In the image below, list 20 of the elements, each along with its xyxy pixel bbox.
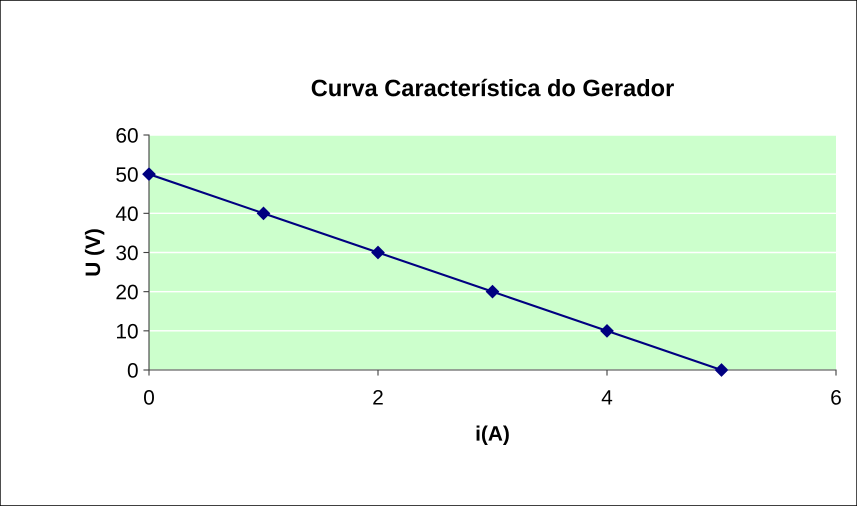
y-tick-label: 20 [116, 284, 138, 300]
y-tick-label: 0 [128, 363, 138, 378]
y-tick-label: 40 [116, 206, 138, 222]
x-tick-label: 0 [144, 390, 154, 405]
y-axis-title: U (V) [84, 229, 104, 276]
point [714, 363, 728, 377]
x-tick-label: 4 [602, 390, 612, 405]
y-tick-label: 50 [116, 167, 138, 182]
point [600, 324, 614, 338]
y-tick-label: 30 [116, 246, 138, 260]
x-tick-label: 6 [831, 390, 841, 405]
chart-title: Curva Característica do Gerador [312, 78, 674, 96]
point [142, 168, 156, 181]
point [371, 246, 385, 260]
x-axis-title: i(A) [476, 426, 509, 445]
y-tick-label: 60 [116, 128, 138, 143]
point [486, 285, 500, 298]
x-tick-label: 2 [373, 390, 383, 405]
y-tick-label: 10 [117, 324, 138, 339]
point [256, 206, 270, 220]
